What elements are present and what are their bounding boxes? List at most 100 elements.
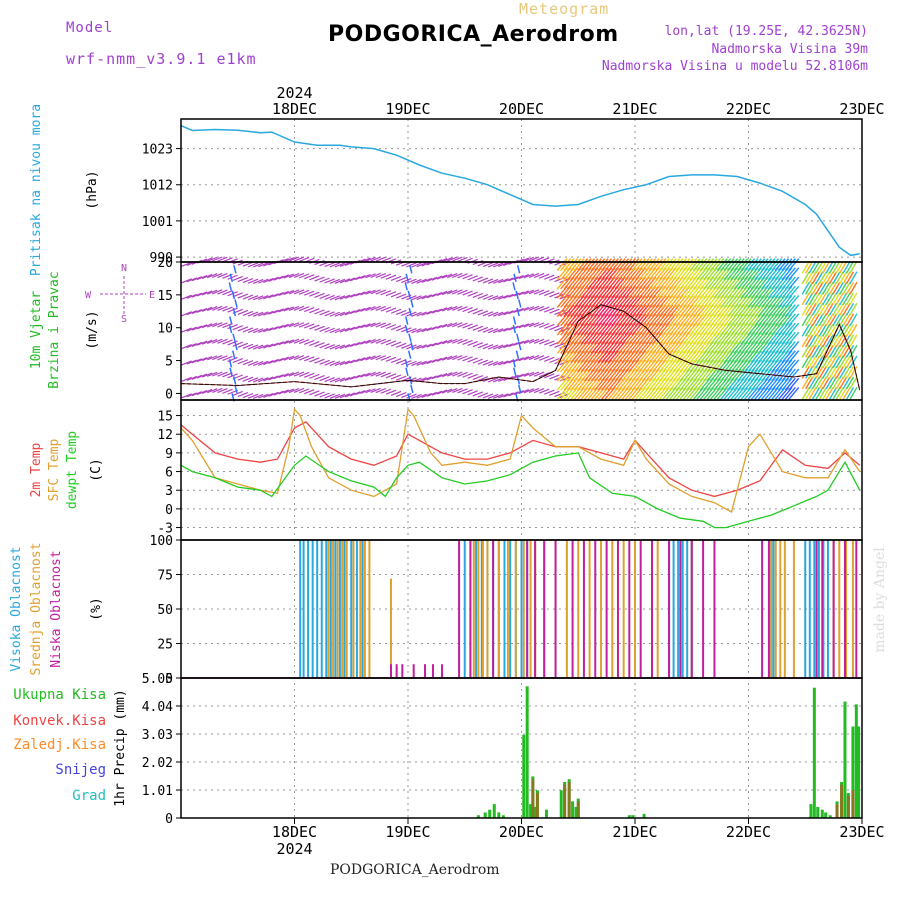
wind-barb <box>252 262 264 268</box>
wind-arrow <box>805 387 814 400</box>
cloud-high-label: Visoka Oblacnost <box>9 546 24 671</box>
wind-barb <box>309 275 320 281</box>
y-tick-label: 1023 <box>142 143 173 158</box>
wind-barb <box>457 355 468 361</box>
cloud-mid-bar <box>774 540 777 678</box>
cloud-high-bar <box>480 540 483 678</box>
wind-barb <box>365 289 376 295</box>
wind-barb <box>196 324 208 330</box>
wind-barb <box>360 323 371 329</box>
temp-dewpt-line <box>180 452 861 529</box>
wind-barb <box>513 373 524 379</box>
wind-barb <box>426 276 438 282</box>
wind-barb <box>441 257 453 263</box>
wind-barb <box>528 371 540 377</box>
wind-arrow <box>788 313 800 327</box>
wind-arrow <box>709 258 721 272</box>
cloud-high-bar <box>772 540 775 678</box>
wind-arrow <box>774 258 786 272</box>
wind-arrow <box>234 384 238 394</box>
cloud-low-bar <box>543 540 546 678</box>
wind-barb <box>370 371 381 377</box>
wind-arrow <box>839 302 848 316</box>
wind-barb <box>411 377 422 383</box>
wind-barb <box>232 341 243 347</box>
cloud-low-bar <box>651 540 654 678</box>
wind-arrow <box>845 281 855 295</box>
wind-barb <box>452 305 463 311</box>
wind-arrow <box>784 276 796 290</box>
wind-barb <box>549 308 560 314</box>
wind-barb <box>421 277 432 283</box>
wind-arrow <box>410 299 414 308</box>
wind-key-east: E <box>149 290 155 301</box>
wind-barb <box>380 273 392 279</box>
wind-arrow <box>232 307 237 317</box>
y-tick-label: 10 <box>157 322 173 337</box>
wind-arrow <box>405 273 409 283</box>
wind-barb <box>344 277 356 283</box>
wind-barb <box>436 356 448 362</box>
wind-barb <box>487 344 499 350</box>
cloud-mid-bar <box>792 540 795 678</box>
wind-arrow <box>839 271 848 285</box>
wind-arrow <box>594 258 606 272</box>
chart-subtitle: Meteogram <box>519 0 610 18</box>
wind-arrow <box>404 324 409 334</box>
wind-barb <box>380 306 392 312</box>
cloud-high-bar <box>329 540 332 678</box>
wind-barb <box>222 388 233 394</box>
wind-arrow <box>835 313 844 327</box>
wind-barb <box>324 311 335 317</box>
wind-barb <box>304 389 315 395</box>
cloud-mid-bar <box>577 540 580 678</box>
precip-conv-bar <box>840 784 844 818</box>
wind-barb <box>436 307 448 313</box>
wind-barb <box>441 388 453 394</box>
cloud-low-bar <box>702 540 705 678</box>
wind-barb <box>217 371 228 377</box>
wind-barb <box>252 295 264 301</box>
wind-arrow <box>822 334 831 348</box>
wind-barb <box>416 278 427 284</box>
wind-arrow <box>808 345 817 358</box>
y-tick-label: 25 <box>157 638 173 653</box>
wind-barb <box>329 344 341 350</box>
wind-arrow <box>849 387 858 400</box>
cloud-mid-bar <box>622 540 625 678</box>
wind-barb <box>206 256 218 262</box>
wind-barb <box>538 273 550 279</box>
wind-barb <box>498 393 509 399</box>
wind-barb <box>319 293 330 300</box>
wind-barb <box>452 387 463 394</box>
wind-arrow <box>617 258 630 272</box>
wind-arrow <box>842 271 851 285</box>
bottom-day-label: 18DEC <box>272 823 317 841</box>
wind-arrow <box>808 387 817 400</box>
wind-barb <box>498 261 509 267</box>
wind-barb <box>544 356 555 362</box>
wind-barb <box>212 371 223 377</box>
wind-arrow <box>231 290 236 300</box>
top-day-label: 22DEC <box>726 100 771 118</box>
wind-barb <box>416 327 427 333</box>
cloud-high-bar <box>325 540 328 678</box>
y-tick-label: 1012 <box>142 179 173 194</box>
wind-barb <box>298 355 310 361</box>
wind-barb <box>421 294 432 300</box>
wind-barb <box>533 273 545 279</box>
wind-barb <box>447 387 458 394</box>
wind-barb <box>355 389 366 396</box>
wind-barb <box>462 274 473 280</box>
wind-barb <box>293 256 305 262</box>
wind-arrow <box>607 258 619 272</box>
wind-arrow <box>228 282 233 291</box>
wind-arrow <box>611 258 623 272</box>
wind-barb <box>252 328 264 334</box>
wind-barb <box>533 305 545 312</box>
wind-arrow <box>811 387 821 400</box>
wind-barb <box>237 293 249 299</box>
wind-barb <box>375 289 386 295</box>
wind-arrow <box>839 387 848 400</box>
precip-total-bar <box>854 704 858 818</box>
